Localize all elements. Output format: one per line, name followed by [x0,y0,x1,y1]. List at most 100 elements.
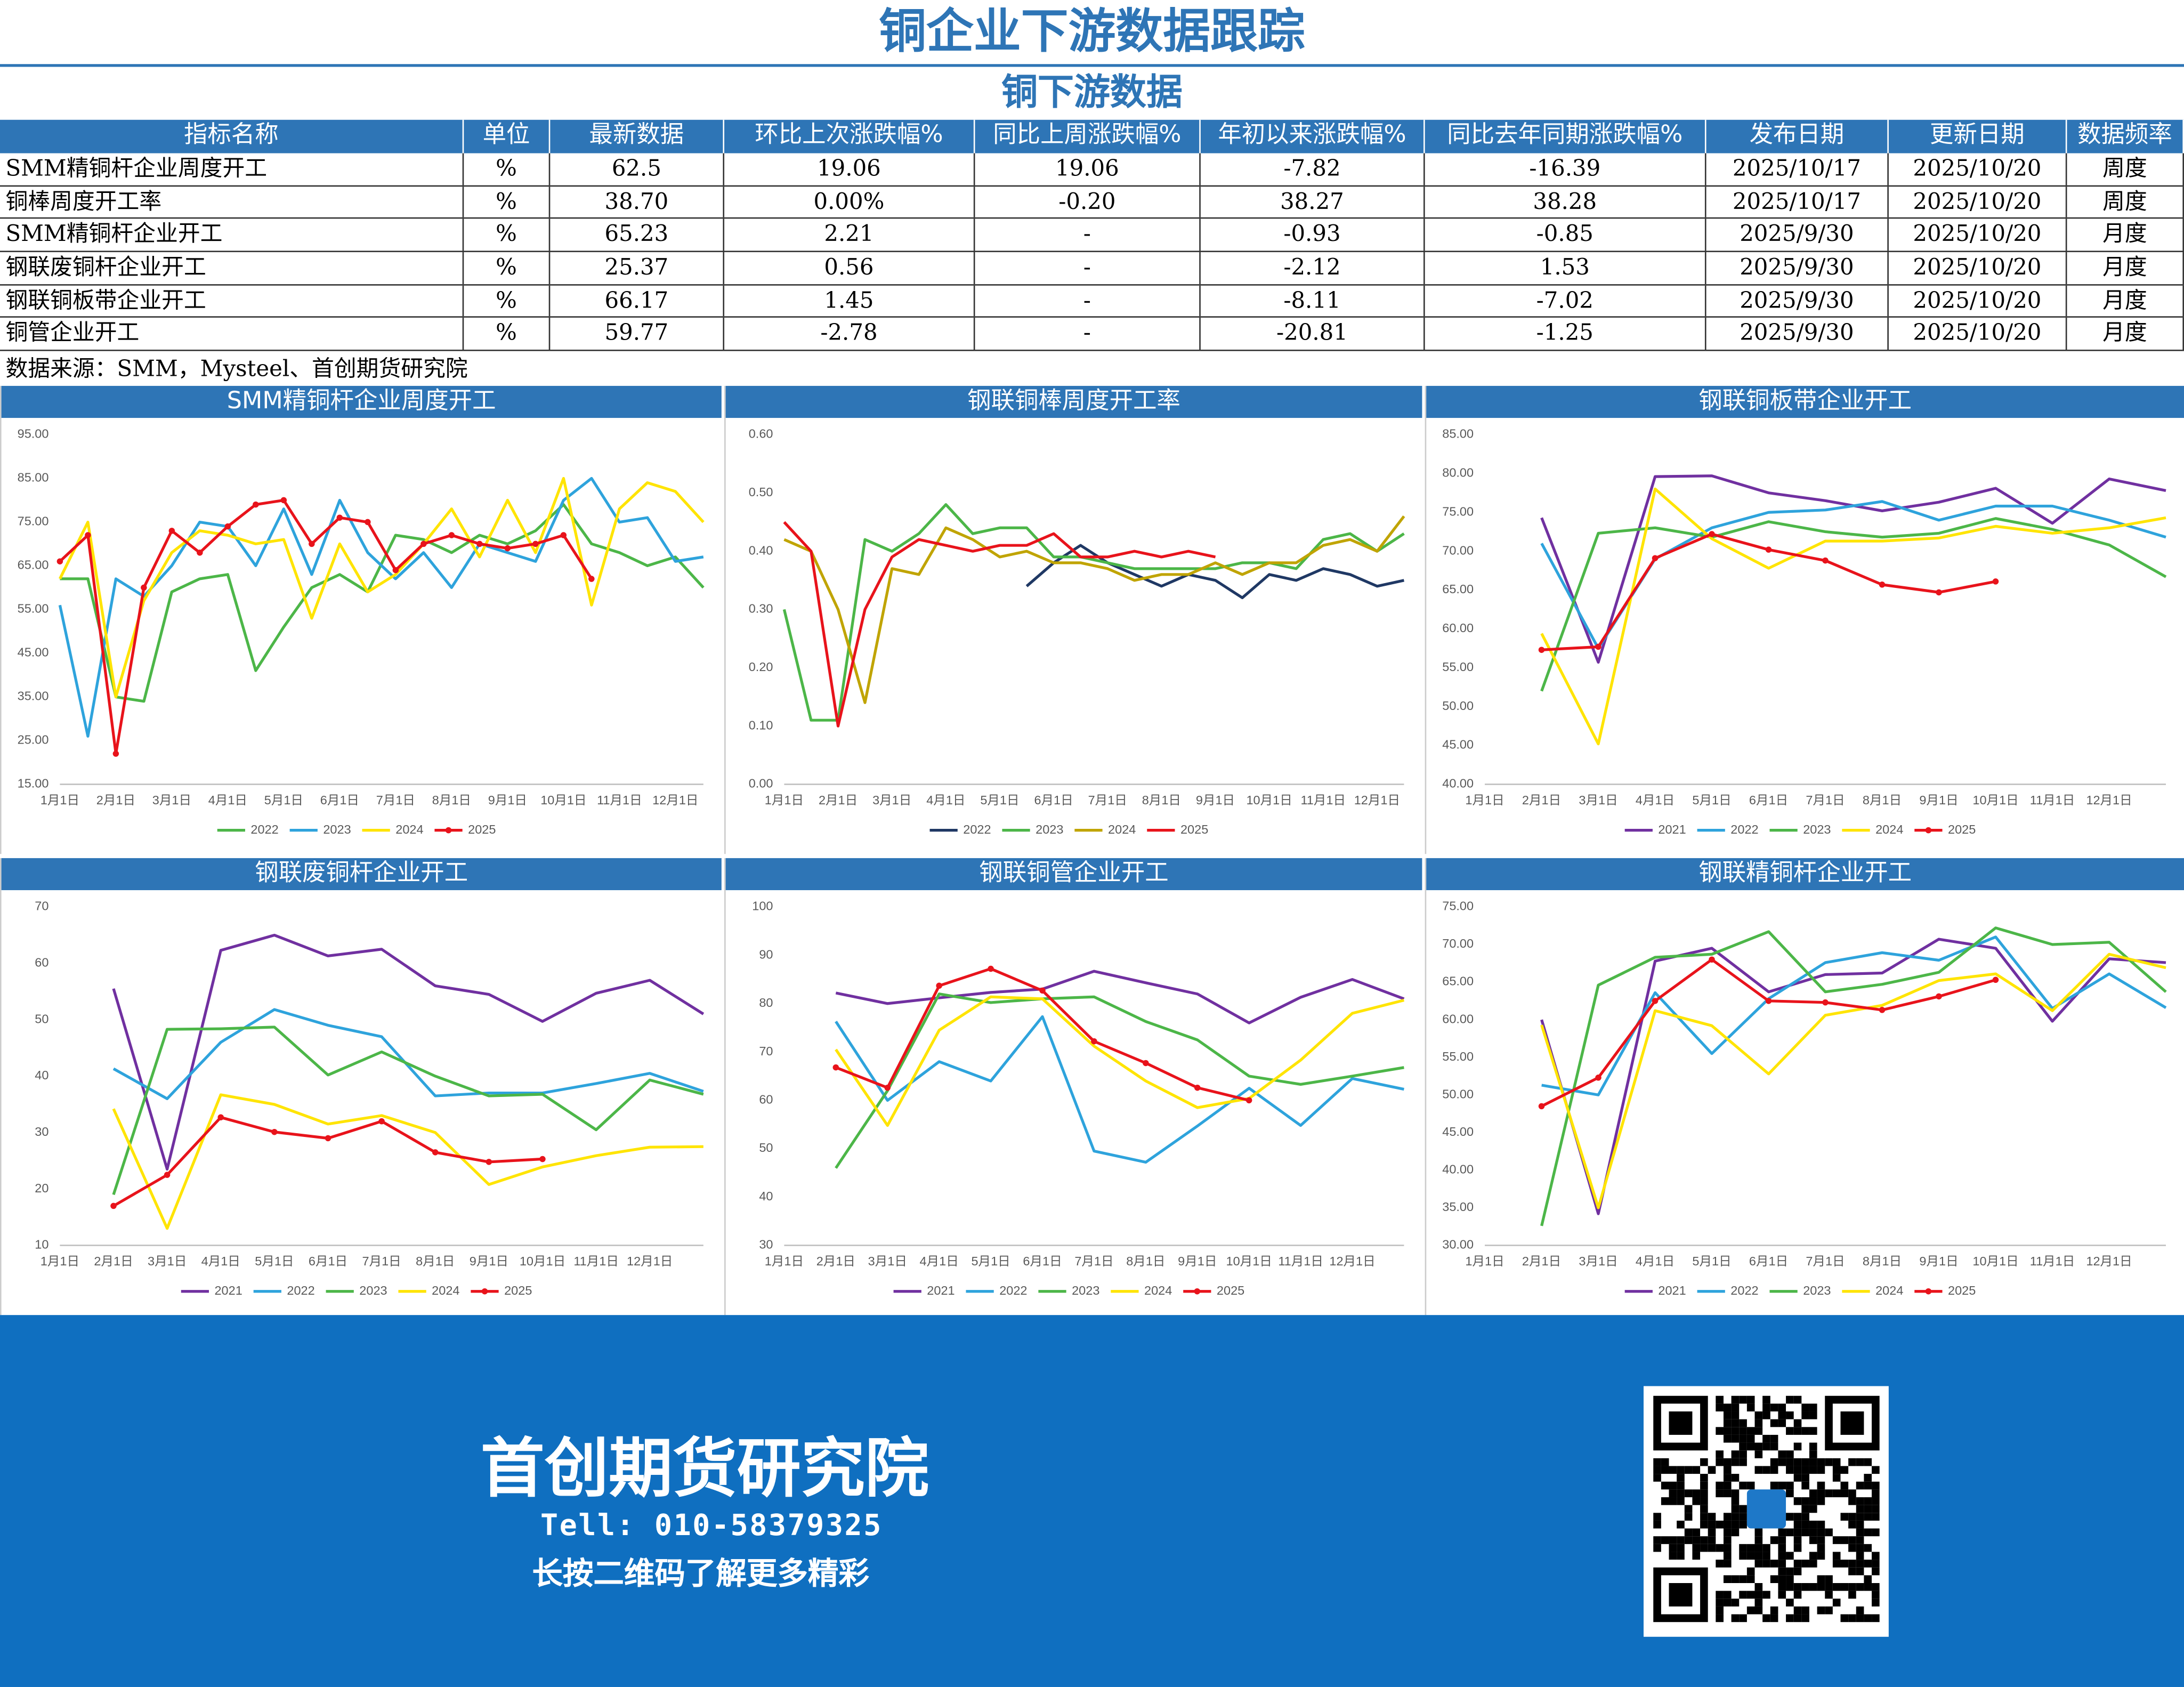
qr-module [1848,1513,1856,1521]
y-tick-label: 0.10 [749,718,773,732]
table-cell: 25.37 [550,252,725,284]
x-tick-label: 11月1日 [1278,1254,1323,1268]
series-line [1025,544,1404,600]
qr-module [1700,1505,1708,1513]
legend-marker [1194,1288,1201,1295]
y-tick-label: 25.00 [18,733,49,747]
qr-module [1793,1513,1802,1521]
qr-module [1793,1520,1802,1529]
qr-module [1700,1497,1708,1505]
data-point [1039,987,1046,994]
x-tick-label: 11月1日 [573,1254,619,1268]
qr-module [1825,1489,1833,1498]
qr-module [1677,1481,1685,1490]
x-tick-label: 12月1日 [1354,793,1400,807]
qr-module [1653,1458,1661,1466]
qr-module [1786,1466,1794,1474]
qr-module [1809,1458,1817,1466]
legend-label: 2025 [1180,822,1208,836]
series-line [835,992,1404,1169]
qr-module [1739,1552,1747,1560]
qr-module [1864,1528,1872,1537]
qr-module [1723,1599,1732,1607]
x-tick-label: 2月1日 [819,793,858,807]
qr-module [1762,1395,1770,1404]
qr-module [1809,1583,1817,1591]
qr-module [1770,1466,1778,1474]
qr-module [1801,1614,1809,1623]
qr-module [1856,1528,1864,1537]
qr-module [1840,1513,1849,1521]
qr-module [1832,1599,1841,1607]
qr-module [1708,1520,1716,1529]
y-tick-label: 40.00 [1442,777,1474,790]
data-point [392,567,399,574]
qr-module [1731,1474,1740,1482]
y-tick-label: 65.00 [1442,974,1474,988]
qr-module [1762,1434,1770,1443]
qr-module [1801,1520,1809,1529]
qr-module [1731,1419,1740,1427]
qr-module [1770,1481,1778,1490]
qr-module [1817,1575,1825,1584]
y-tick-label: 30 [759,1238,773,1252]
qr-module [1716,1450,1724,1458]
table-row: SMM精铜杆企业开工% 65.23 2.21- -0.93 -0.85 2025/9/30… [0,219,2184,253]
qr-module [1723,1403,1732,1412]
qr-module [1700,1458,1708,1466]
qr-module [1739,1395,1747,1404]
qr-module [1793,1466,1802,1474]
qr-module [1754,1544,1763,1552]
y-tick-label: 70.00 [1442,543,1474,557]
qr-module [1677,1466,1685,1474]
series-line [59,498,593,755]
qr-module [1653,1474,1661,1482]
x-tick-label: 6月1日 [1034,793,1073,807]
column-header: 最新数据 [550,119,725,154]
qr-module [1856,1552,1864,1560]
qr-module [1731,1520,1740,1529]
qr-module [1692,1544,1701,1552]
qr-module [1848,1544,1856,1552]
qr-module [1677,1552,1685,1560]
qr-module [1746,1403,1755,1412]
y-tick-label: 40 [759,1189,773,1203]
legend-marker [445,827,452,834]
qr-module [1793,1419,1802,1427]
qr-module [1778,1411,1786,1419]
table-cell: 铜棒周度开工率 [0,186,464,218]
qr-module [1723,1481,1732,1490]
table-cell: 钢联废铜杆企业开工 [0,252,464,284]
data-point [476,540,483,547]
qr-module [1848,1497,1856,1505]
table-cell: 19.06 [724,153,975,185]
qr-finder [1669,1583,1693,1607]
qr-module [1700,1489,1708,1498]
qr-module [1848,1614,1856,1623]
chart: 15.00 25.00 35.00 45.00 55.00 65.00 75.00 85.00… [18,427,705,836]
data-point [1709,956,1715,963]
table-row: 铜管企业开工% 59.77 -2.78- -20.81 -1.25 2025/9/30 20… [0,318,2184,351]
chart: 40.00 45.00 50.00 55.00 60.00 65.00 70.00 75.00… [1442,427,2167,836]
qr-module [1754,1599,1763,1607]
table-cell: 2025/10/20 [1889,219,2067,251]
y-tick-label: 45.00 [1442,738,1474,752]
legend-label: 2023 [1803,1284,1831,1297]
series-line [59,477,705,699]
qr-code[interactable] [1643,1386,1889,1637]
data-point [110,1202,117,1209]
qr-module [1723,1427,1732,1435]
table-cell: -8.11 [1201,285,1425,317]
series-line [835,970,1405,1024]
legend-label: 2025 [1217,1284,1244,1297]
chart: 30.00 35.00 40.00 45.00 50.00 55.00 60.00 65.00… [1442,899,2167,1297]
qr-module [1778,1528,1786,1537]
data-point [1709,531,1715,537]
y-tick-label: 90 [759,947,773,961]
qr-module [1801,1466,1809,1474]
qr-module [1840,1583,1849,1591]
qr-module [1809,1560,1817,1568]
table-cell: 2025/10/20 [1889,153,2067,185]
x-tick-label: 3月1日 [1579,1254,1617,1268]
